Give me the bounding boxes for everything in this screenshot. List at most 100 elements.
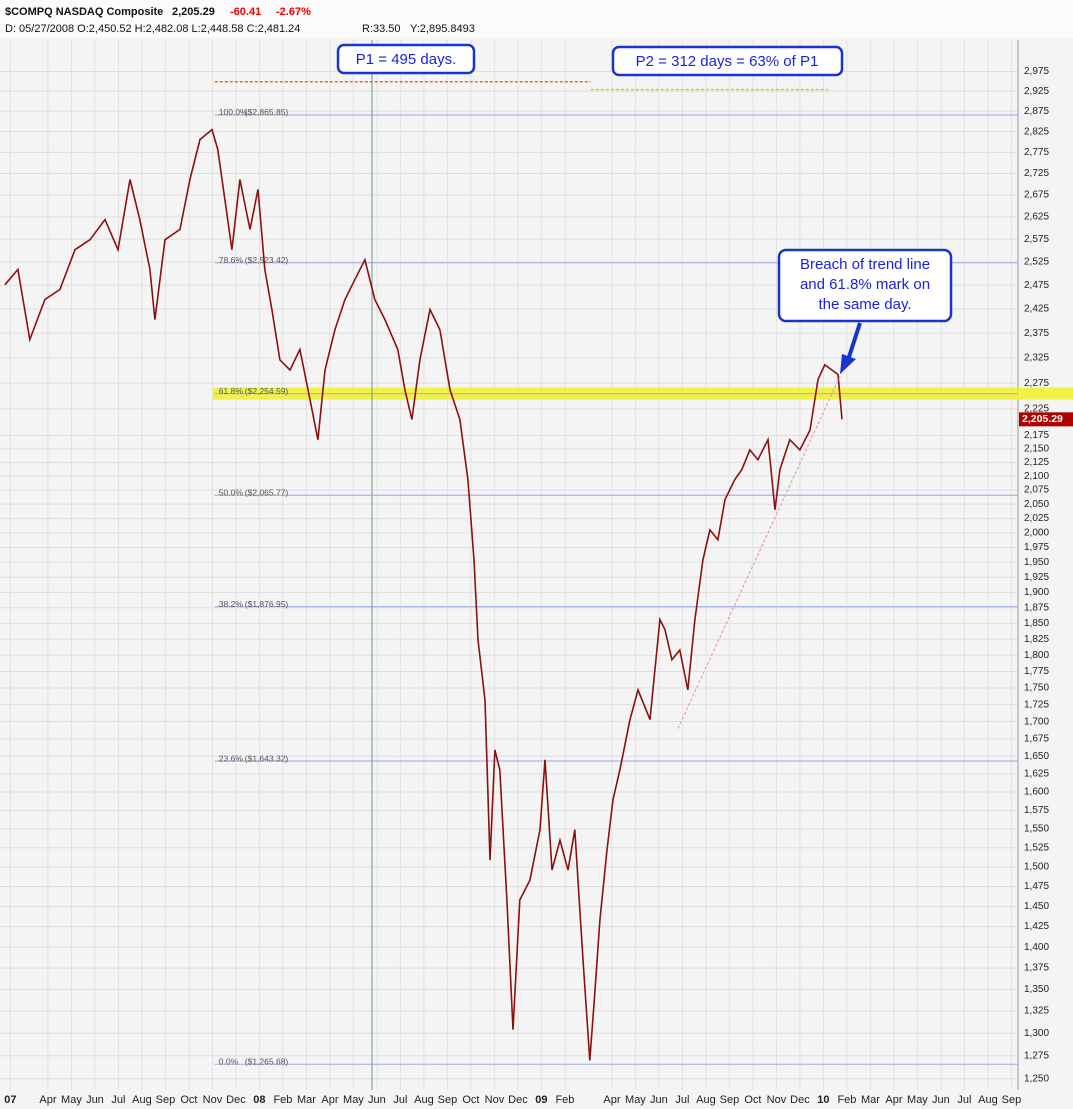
y-tick-label: 2,075	[1024, 485, 1049, 496]
fib-price: ($1,265.68)	[245, 1057, 289, 1067]
x-tick-label: Oct	[180, 1094, 197, 1106]
fib-price: ($2,065.77)	[245, 487, 289, 497]
x-tick-label: Sep	[720, 1094, 740, 1106]
x-tick-label: Feb	[837, 1094, 856, 1106]
y-tick-label: 2,225	[1024, 404, 1049, 415]
y-tick-label: 2,775	[1024, 147, 1049, 158]
x-tick-label: Aug	[696, 1094, 716, 1106]
x-tick-label: Apr	[885, 1094, 902, 1106]
fib-label: 61.8%	[219, 386, 244, 396]
y-tick-label: 1,500	[1024, 862, 1049, 873]
fib-label: 100.0%	[219, 107, 248, 117]
y-tick-label: 2,100	[1024, 471, 1049, 482]
x-tick-label: Feb	[273, 1094, 292, 1106]
x-tick-label: May	[907, 1094, 928, 1106]
y-tick-label: 1,550	[1024, 824, 1049, 835]
x-tick-label: Aug	[414, 1094, 434, 1106]
fib-label: 38.2%	[219, 599, 244, 609]
annotations: P1 = 495 days. P2 = 312 days = 63% of P1…	[336, 43, 953, 374]
x-tick-label: Nov	[203, 1094, 223, 1106]
y-tick-label: 2,025	[1024, 513, 1049, 524]
x-tick-label: Aug	[978, 1094, 998, 1106]
y-tick-label: 1,625	[1024, 769, 1049, 780]
y-tick-label: 2,625	[1024, 212, 1049, 223]
y-tick-label: 1,700	[1024, 716, 1049, 727]
header-bar	[0, 0, 1073, 38]
x-tick-label: Jul	[111, 1094, 125, 1106]
x-tick-label: Mar	[297, 1094, 316, 1106]
x-tick-label: Oct	[744, 1094, 761, 1106]
x-tick-label: Jul	[957, 1094, 971, 1106]
x-tick-label: May	[61, 1094, 82, 1106]
x-tick-label: Nov	[485, 1094, 505, 1106]
y-tick-label: 2,925	[1024, 86, 1049, 97]
cursor-r: R:33.50	[362, 23, 401, 35]
y-tick-label: 1,600	[1024, 787, 1049, 798]
x-tick-label: Dec	[226, 1094, 246, 1106]
y-tick-label: 1,575	[1024, 805, 1049, 816]
x-tick-label: Jul	[675, 1094, 689, 1106]
fib-label: 0.0%	[219, 1057, 239, 1067]
x-tick-label: Sep	[1002, 1094, 1022, 1106]
annotation-box	[777, 248, 953, 323]
x-tick-label: Jul	[393, 1094, 407, 1106]
fib-price: ($1,643.32)	[245, 753, 289, 763]
y-tick-label: 1,450	[1024, 901, 1049, 912]
x-tick-label: Sep	[438, 1094, 458, 1106]
y-tick-label: 2,150	[1024, 443, 1049, 454]
cursor-ohlc: D: 05/27/2008 O:2,450.52 H:2,482.08 L:2,…	[5, 23, 300, 35]
annotation: the same day.	[818, 296, 911, 313]
y-tick-label: 1,675	[1024, 733, 1049, 744]
fib-price: ($1,876.95)	[245, 599, 289, 609]
y-tick-label: 1,275	[1024, 1050, 1049, 1061]
price-line	[4, 128, 843, 1061]
callout-arrow	[846, 322, 862, 361]
y-tick-label: 1,650	[1024, 751, 1049, 762]
y-tick-label: 2,425	[1024, 304, 1049, 315]
y-tick-label: 2,050	[1024, 499, 1049, 510]
y-tick-label: 1,425	[1024, 921, 1049, 932]
y-tick-label: 2,375	[1024, 328, 1049, 339]
y-tick-label: 1,825	[1024, 634, 1049, 645]
x-tick-label: Jun	[932, 1094, 950, 1106]
x-tick-label: Jun	[650, 1094, 668, 1106]
fib-label: 78.6%	[219, 255, 244, 265]
y-tick-label: 1,975	[1024, 542, 1049, 553]
x-tick-label: Dec	[508, 1094, 528, 1106]
x-tick-label: 07	[4, 1094, 16, 1106]
y-tick-label: 1,400	[1024, 942, 1049, 953]
fib-label: 23.6%	[219, 753, 244, 763]
fib-price: ($2,865.85)	[245, 107, 289, 117]
y-tick-label: 2,125	[1024, 457, 1049, 468]
last-value-box	[1019, 412, 1073, 427]
x-tick-label: Nov	[767, 1094, 787, 1106]
annotation: and 61.8% mark on	[800, 276, 930, 293]
x-tick-label: May	[343, 1094, 364, 1106]
y-tick-label: 2,000	[1024, 527, 1049, 538]
fib-price: ($2,523.42)	[245, 255, 289, 265]
annotation: Breach of trend line	[800, 256, 930, 273]
y-tick-label: 1,800	[1024, 650, 1049, 661]
y-tick-label: 1,875	[1024, 602, 1049, 613]
x-tick-label: Mar	[861, 1094, 880, 1106]
fib-price: ($2,254.59)	[245, 386, 289, 396]
y-tick-label: 2,175	[1024, 430, 1049, 441]
y-tick-label: 2,275	[1024, 378, 1049, 389]
annotation-box	[611, 45, 844, 77]
y-tick-label: 1,850	[1024, 618, 1049, 629]
annotation: P1 = 495 days.	[356, 51, 457, 68]
y-tick-label: 1,350	[1024, 984, 1049, 995]
change-pct: -2.67%	[276, 6, 311, 18]
x-tick-label: Feb	[555, 1094, 574, 1106]
x-tick-label: Apr	[39, 1094, 56, 1106]
fib-label: 50.0%	[219, 487, 244, 497]
last-price: 2,205.29	[172, 6, 215, 18]
last-value-label: 2,205.29	[1022, 413, 1063, 425]
x-tick-label: Dec	[790, 1094, 810, 1106]
change: -60.41	[230, 6, 261, 18]
y-tick-label: 1,725	[1024, 699, 1049, 710]
x-tick-label: Apr	[321, 1094, 338, 1106]
y-tick-label: 2,975	[1024, 66, 1049, 77]
